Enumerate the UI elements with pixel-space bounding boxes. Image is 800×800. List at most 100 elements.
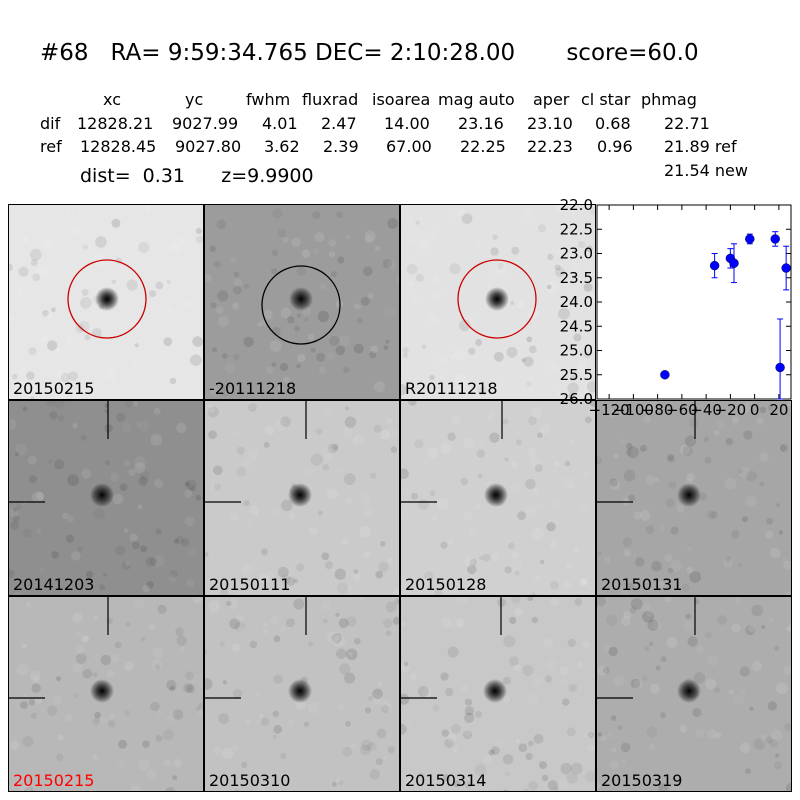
noise-speckle [192, 597, 203, 604]
noise-speckle [635, 557, 645, 567]
noise-speckle [228, 578, 234, 584]
noise-speckle [53, 401, 65, 409]
noise-speckle [581, 640, 590, 649]
noise-speckle [169, 569, 179, 578]
noise-speckle [731, 530, 740, 539]
noise-speckle [749, 706, 754, 711]
noise-speckle [401, 693, 410, 705]
noise-speckle [99, 584, 106, 591]
noise-speckle [660, 712, 666, 719]
noise-speckle [602, 667, 610, 674]
noise-speckle [696, 645, 704, 653]
noise-speckle [607, 732, 614, 739]
stamp-date-label: 20150310 [209, 771, 291, 790]
row-dif-aper: 23.10 [527, 114, 573, 133]
noise-speckle [274, 419, 286, 431]
noise-speckle [433, 290, 442, 299]
noise-speckle [73, 692, 79, 699]
noise-speckle [218, 713, 229, 724]
noise-speckle [622, 537, 633, 548]
noise-speckle [562, 475, 575, 488]
noise-speckle [493, 736, 506, 749]
noise-speckle [670, 559, 682, 572]
noise-speckle [282, 376, 290, 384]
noise-speckle [506, 346, 518, 358]
noise-speckle [386, 418, 393, 424]
noise-speckle [9, 569, 15, 578]
noise-speckle [12, 373, 18, 380]
noise-speckle [315, 428, 323, 435]
noise-speckle [580, 504, 591, 514]
noise-speckle [10, 521, 19, 530]
noise-speckle [338, 779, 344, 786]
noise-speckle [361, 739, 373, 751]
noise-speckle [531, 616, 538, 624]
noise-speckle [390, 446, 398, 453]
noise-speckle [280, 574, 291, 585]
noise-speckle [316, 352, 326, 362]
noise-speckle [491, 380, 499, 388]
stamp-date-label: 20150215 [13, 771, 95, 790]
noise-speckle [725, 556, 731, 562]
noise-speckle [623, 469, 636, 482]
noise-speckle [667, 454, 674, 462]
noise-speckle [181, 383, 186, 388]
noise-speckle [232, 643, 241, 652]
noise-speckle [186, 684, 196, 694]
noise-speckle [782, 558, 788, 563]
noise-speckle [47, 705, 58, 716]
noise-speckle [236, 446, 245, 455]
noise-speckle [110, 472, 120, 482]
noise-speckle [521, 357, 526, 363]
noise-speckle [774, 761, 783, 770]
noise-speckle [20, 701, 28, 709]
noise-speckle [108, 713, 115, 720]
noise-speckle [411, 492, 418, 500]
row-ref-yc: 9027.80 [175, 137, 242, 156]
noise-speckle [743, 430, 753, 440]
noise-speckle [734, 597, 740, 603]
noise-speckle [221, 747, 234, 759]
noise-speckle [257, 322, 262, 327]
noise-speckle [247, 520, 253, 525]
noise-speckle [156, 710, 164, 718]
noise-speckle [231, 302, 240, 311]
noise-speckle [433, 589, 444, 595]
noise-speckle [733, 694, 744, 705]
noise-speckle [504, 566, 512, 574]
noise-speckle [443, 774, 450, 782]
noise-speckle [92, 717, 100, 725]
noise-speckle [271, 362, 277, 367]
noise-speckle [260, 781, 271, 791]
noise-speckle [556, 391, 561, 396]
noise-speckle [40, 335, 49, 343]
noise-speckle [62, 512, 69, 519]
noise-speckle [207, 406, 219, 418]
noise-speckle [554, 786, 559, 791]
noise-speckle [55, 389, 67, 399]
noise-speckle [467, 564, 477, 575]
noise-speckle [72, 663, 83, 674]
noise-speckle [464, 729, 471, 736]
noise-speckle [440, 672, 449, 681]
noise-speckle [588, 293, 595, 306]
noise-speckle [652, 621, 662, 631]
noise-speckle [503, 635, 516, 648]
stamp-image [401, 597, 595, 791]
noise-speckle [573, 548, 579, 554]
noise-speckle [464, 698, 473, 706]
noise-speckle [505, 771, 511, 777]
noise-speckle [131, 541, 140, 550]
noise-speckle [731, 416, 739, 424]
noise-speckle [564, 460, 571, 467]
noise-speckle [153, 555, 165, 567]
noise-speckle [80, 434, 87, 441]
noise-speckle [787, 401, 791, 408]
noise-speckle [586, 381, 595, 393]
noise-speckle [540, 559, 545, 565]
stamp-image [401, 205, 595, 399]
data-point [770, 234, 780, 244]
noise-speckle [564, 581, 571, 589]
noise-speckle [212, 465, 223, 476]
noise-speckle [219, 386, 231, 397]
